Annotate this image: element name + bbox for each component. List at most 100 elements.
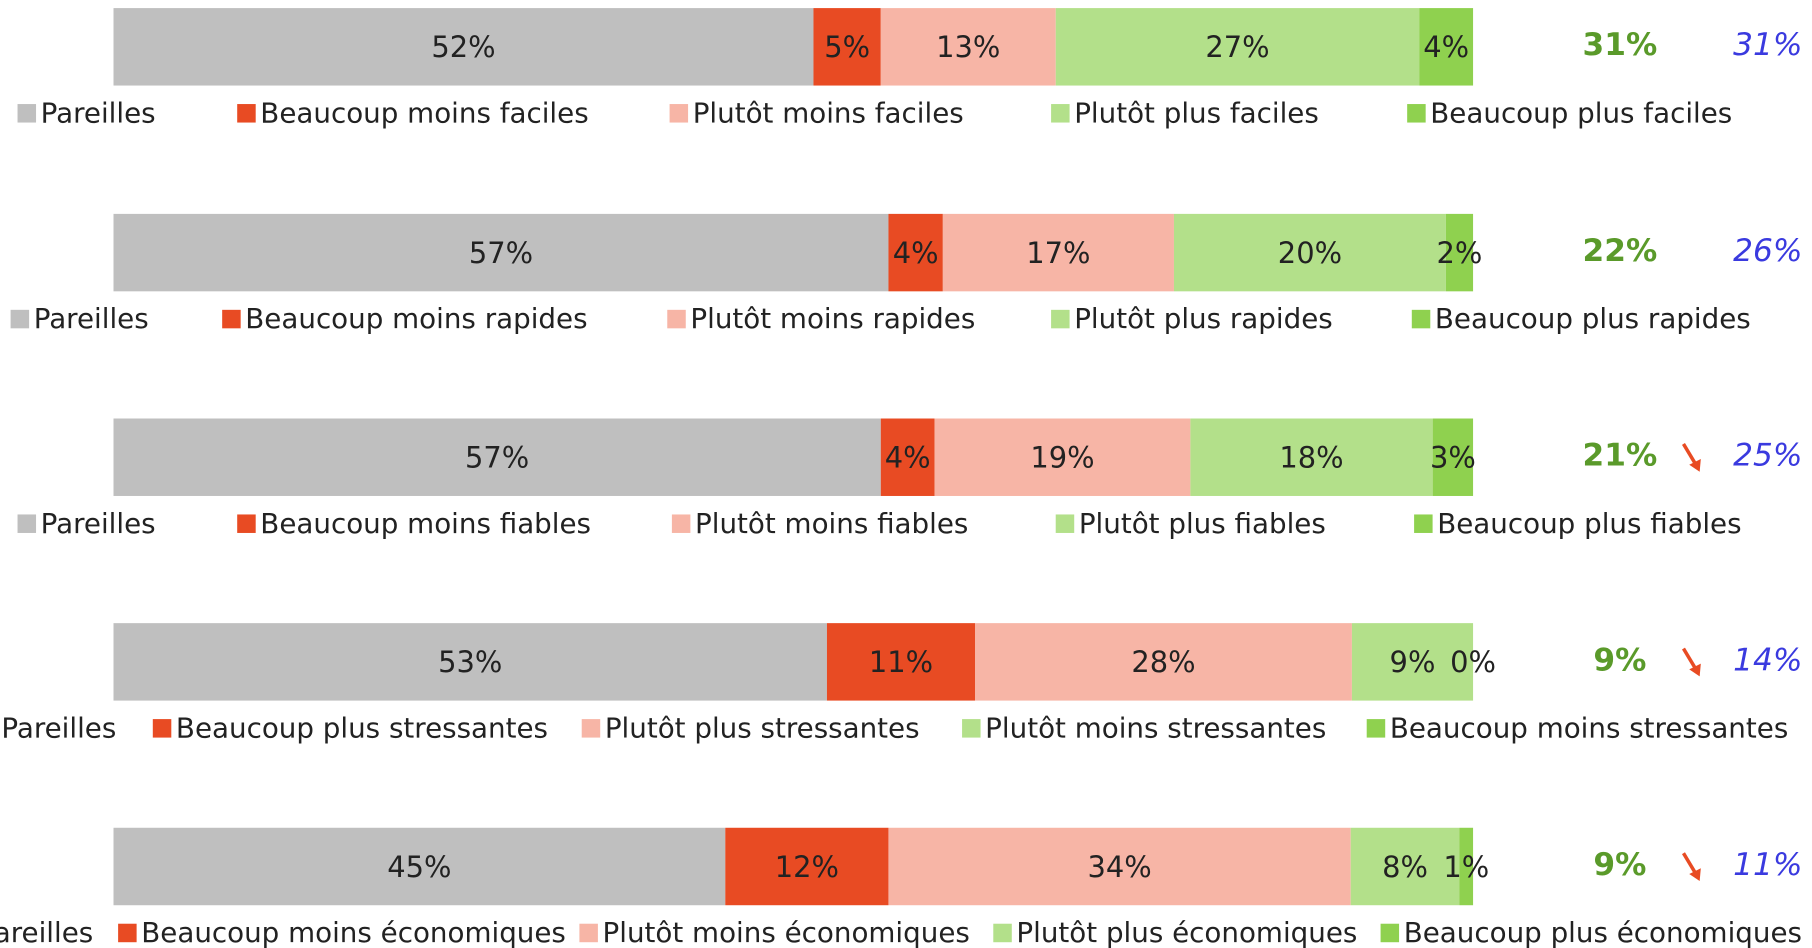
data-label: 11% bbox=[869, 645, 933, 679]
data-label: 0% bbox=[1450, 645, 1496, 679]
legend-label: Pareilles bbox=[41, 507, 156, 540]
legend-label: Plutôt plus rapides bbox=[1074, 302, 1333, 335]
trend-arrow-head bbox=[1689, 868, 1701, 881]
data-label: 4% bbox=[893, 236, 939, 270]
data-label: 8% bbox=[1382, 850, 1428, 884]
legend-label: Beaucoup plus stressantes bbox=[176, 711, 548, 744]
legend-label: Pareilles bbox=[34, 302, 149, 335]
legend-swatch bbox=[1380, 923, 1400, 943]
data-label: 20% bbox=[1278, 236, 1342, 270]
bar-segment bbox=[942, 213, 1174, 292]
data-label: 12% bbox=[775, 850, 839, 884]
legend-swatch bbox=[237, 514, 256, 533]
legend-swatch bbox=[1407, 104, 1426, 123]
legend-label: Beaucoup plus faciles bbox=[1430, 96, 1732, 129]
legend-label: Pareilles bbox=[1, 711, 116, 744]
legend-swatch bbox=[579, 923, 598, 943]
data-label: 18% bbox=[1279, 441, 1343, 475]
legend-label: Beaucoup moins stressantes bbox=[1390, 711, 1788, 744]
data-label: 5% bbox=[824, 30, 870, 64]
bar-segment bbox=[975, 623, 1352, 701]
bar-segment bbox=[1190, 418, 1433, 496]
data-label: 4% bbox=[1423, 30, 1469, 64]
legend-label: Beaucoup plus fiables bbox=[1437, 507, 1741, 540]
legend-label: Beaucoup plus économiques bbox=[1404, 916, 1802, 948]
legend-swatch bbox=[962, 719, 981, 738]
legend-label: Plutôt plus faciles bbox=[1074, 96, 1319, 129]
data-label: 57% bbox=[465, 441, 529, 475]
legend-swatch bbox=[581, 719, 601, 738]
data-label: 17% bbox=[1026, 236, 1090, 270]
previous-label: 11% bbox=[1733, 847, 1802, 883]
legend-label: Plutôt moins faciles bbox=[693, 96, 964, 129]
legend-label: Plutôt moins fiables bbox=[695, 507, 968, 540]
legend-swatch bbox=[667, 309, 686, 329]
trend-arrow-head bbox=[1689, 458, 1701, 472]
legend-label: Beaucoup moins faciles bbox=[260, 96, 588, 129]
data-label: 53% bbox=[438, 645, 502, 679]
data-label: 28% bbox=[1131, 645, 1195, 679]
bar-segment bbox=[1350, 827, 1460, 906]
legend-label: Plutôt plus fiables bbox=[1079, 507, 1326, 540]
legend-swatch bbox=[669, 104, 689, 123]
legend-swatch bbox=[1366, 719, 1386, 738]
legend-swatch bbox=[152, 719, 172, 738]
data-label: 4% bbox=[885, 441, 931, 475]
legend-label: Beaucoup moins rapides bbox=[245, 302, 587, 335]
legend-swatch bbox=[1055, 514, 1075, 533]
data-label: 19% bbox=[1030, 441, 1094, 475]
bar-segment bbox=[888, 827, 1351, 906]
legend-label: Plutôt plus stressantes bbox=[605, 711, 920, 744]
bar-segment bbox=[888, 213, 943, 292]
data-label: 52% bbox=[431, 30, 495, 64]
bar-segment bbox=[113, 213, 889, 292]
legend-swatch bbox=[10, 309, 30, 329]
total-label: 9% bbox=[1593, 642, 1646, 678]
bar-segment bbox=[113, 623, 827, 701]
total-label: 21% bbox=[1583, 438, 1658, 474]
bar-segment bbox=[1419, 8, 1474, 86]
data-label: 3% bbox=[1430, 441, 1476, 475]
legend-label: Plutôt moins rapides bbox=[690, 302, 975, 335]
bar-segment bbox=[826, 623, 976, 701]
bar-segment bbox=[813, 8, 881, 86]
legend-swatch bbox=[118, 923, 137, 943]
legend-swatch bbox=[17, 104, 37, 123]
total-label: 22% bbox=[1583, 233, 1658, 269]
total-label: 9% bbox=[1593, 847, 1646, 883]
data-label: 34% bbox=[1087, 850, 1151, 884]
legend-label: Pareilles bbox=[0, 916, 93, 948]
bar-segment bbox=[725, 827, 889, 906]
legend-swatch bbox=[1411, 309, 1431, 329]
legend-label: Beaucoup moins économiques bbox=[141, 916, 566, 948]
bar-segment bbox=[1173, 213, 1446, 292]
bar-segment bbox=[113, 8, 814, 86]
bar-segment bbox=[113, 827, 726, 906]
total-label: 31% bbox=[1583, 27, 1658, 63]
legend-swatch bbox=[17, 514, 37, 533]
legend-label: Plutôt plus économiques bbox=[1016, 916, 1357, 948]
legend-swatch bbox=[222, 309, 241, 329]
data-label: 2% bbox=[1437, 236, 1483, 270]
previous-label: 25% bbox=[1733, 438, 1802, 474]
data-label: 57% bbox=[469, 236, 533, 270]
bar-segment bbox=[1432, 418, 1474, 496]
legend-label: Beaucoup plus rapides bbox=[1435, 302, 1751, 335]
bar-segment bbox=[880, 8, 1056, 86]
legend-swatch bbox=[1051, 309, 1070, 329]
bar-segment bbox=[1351, 623, 1474, 701]
data-label: 13% bbox=[936, 30, 1000, 64]
previous-label: 31% bbox=[1733, 27, 1802, 63]
legend-label: Beaucoup moins fiables bbox=[260, 507, 591, 540]
trend-arrow-head bbox=[1689, 663, 1701, 677]
previous-label: 14% bbox=[1733, 642, 1802, 678]
bar-segment bbox=[1459, 827, 1474, 906]
previous-label: 26% bbox=[1733, 233, 1802, 269]
legend-label: Pareilles bbox=[41, 96, 156, 129]
data-label: 27% bbox=[1205, 30, 1269, 64]
legend-label: Plutôt moins économiques bbox=[603, 916, 970, 948]
bar-segment bbox=[934, 418, 1191, 496]
data-label: 1% bbox=[1443, 850, 1489, 884]
legend-swatch bbox=[1051, 104, 1070, 123]
